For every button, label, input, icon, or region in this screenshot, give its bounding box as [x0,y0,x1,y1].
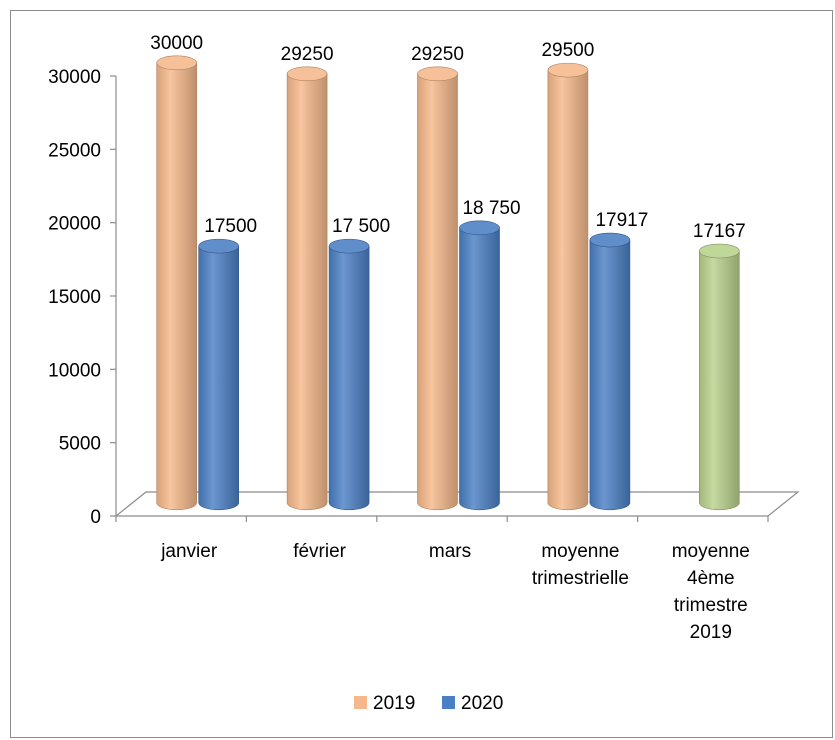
bar-2019-0 [156,55,197,511]
bar-2020-3 [589,232,631,511]
x-category-label: moyenne trimestrielle [532,541,629,589]
bar-2019-2 [417,66,458,511]
x-category-label: mars [429,541,471,562]
bar-2020-0 [198,238,239,511]
chart-frame: 0 5000 10000 15000 20000 25000 30000 30000 17500… [10,10,833,738]
bar-2019-4 [698,243,740,511]
floor-plane [114,491,800,517]
y-tick-label: 5000 [59,434,101,455]
data-label: 17917 [595,210,648,231]
bar-2019-3 [547,62,589,511]
data-label: 18 750 [462,198,520,219]
y-tick-label: 30000 [48,67,101,88]
y-tick-label: 0 [90,507,101,528]
y-tick-label: 25000 [48,140,101,161]
legend-item-2019: 2019 [354,693,415,714]
legend-item-2020: 2020 [442,693,503,714]
data-label: 17 500 [332,216,390,237]
data-label: 17167 [693,221,746,242]
x-category-label: février [293,541,346,562]
bar-2020-1 [328,238,370,511]
bar-chart: 0 5000 10000 15000 20000 25000 30000 30000 17500… [48,33,800,714]
legend-label: 2019 [373,693,415,714]
y-tick-label: 10000 [48,360,101,381]
data-label: 29500 [541,40,594,61]
bar-2020-2 [459,220,500,511]
x-category-label: janvier [160,541,218,562]
y-tick-label: 20000 [48,214,101,235]
x-category-label: moyenne 4ème trimestre 2019 [672,541,750,643]
legend-swatch [442,696,455,709]
data-label: 29250 [281,44,334,65]
data-label: 17500 [204,216,257,237]
legend-label: 2020 [461,693,503,714]
data-label: 29250 [411,44,464,65]
data-label: 30000 [150,33,203,54]
bar-2019-1 [286,66,328,511]
y-tick-label: 15000 [48,287,101,308]
legend-swatch [354,696,367,709]
